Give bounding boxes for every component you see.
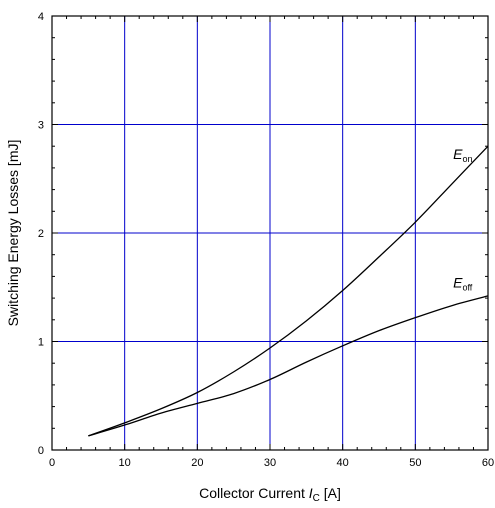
x-axis-title-prefix: Collector Current bbox=[199, 485, 309, 501]
x-axis-title: Collector Current IC [A] bbox=[199, 485, 341, 504]
x-axis-title-var: I bbox=[309, 485, 313, 501]
axis-ticks bbox=[51, 15, 489, 451]
y-tick-label: 1 bbox=[38, 337, 44, 349]
series-label-eon-main: E bbox=[453, 146, 463, 162]
series-label-eon-sub: on bbox=[462, 154, 472, 164]
x-tick-label: 0 bbox=[49, 457, 55, 469]
x-tick-label: 20 bbox=[191, 457, 203, 469]
y-tick-label: 2 bbox=[38, 228, 44, 240]
series-label-eoff-main: E bbox=[453, 274, 463, 290]
y-tick-label: 3 bbox=[38, 120, 44, 132]
x-axis-title-suffix: [A] bbox=[320, 485, 341, 501]
x-tick-label: 60 bbox=[482, 457, 494, 469]
series-label-eoff-sub: off bbox=[462, 282, 472, 292]
x-tick-label: 40 bbox=[337, 457, 349, 469]
series-line-eon bbox=[88, 145, 489, 437]
tick-labels: 0 10 20 30 40 50 60 0 1 2 3 4 bbox=[38, 11, 494, 469]
series-label-eoff: Eoff bbox=[453, 274, 473, 292]
series-curves bbox=[88, 145, 489, 437]
y-tick-label: 4 bbox=[38, 11, 44, 23]
grid-lines bbox=[52, 16, 488, 450]
y-axis-title: Switching Energy Losses [mJ] bbox=[5, 140, 21, 327]
x-tick-label: 30 bbox=[264, 457, 276, 469]
y-tick-label: 0 bbox=[38, 445, 44, 457]
x-axis-title-sub: C bbox=[313, 493, 320, 504]
series-line-eoff bbox=[88, 295, 489, 437]
x-tick-label: 50 bbox=[409, 457, 421, 469]
series-label-eon: Eon bbox=[453, 146, 472, 164]
x-tick-label: 10 bbox=[119, 457, 131, 469]
